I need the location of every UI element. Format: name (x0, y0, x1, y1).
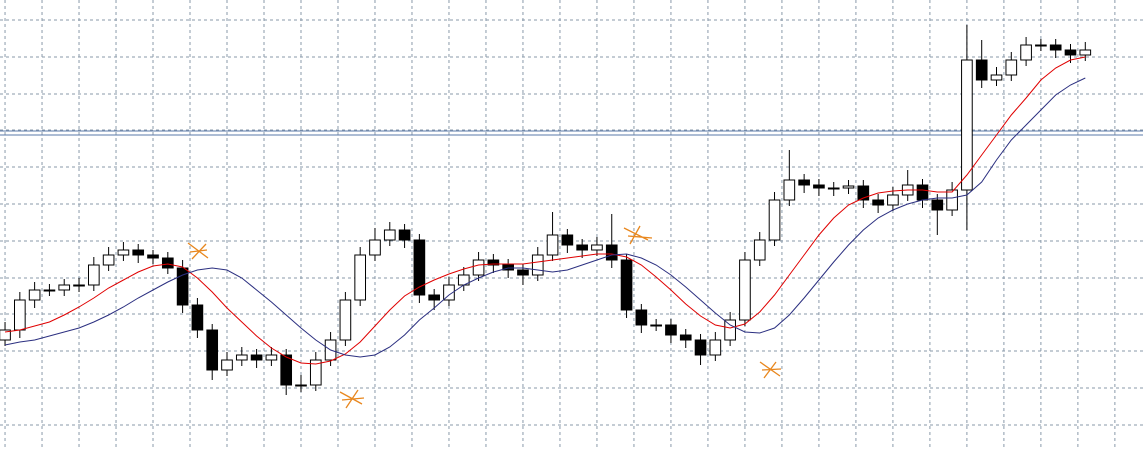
candle-body (827, 187, 840, 190)
candle-body (990, 74, 1003, 81)
candle-body (1064, 49, 1077, 56)
candle-body (28, 289, 41, 301)
candle-body (221, 359, 233, 371)
candle-body (309, 359, 322, 386)
candle-body (43, 289, 56, 292)
candle-body (576, 244, 588, 251)
candle-body (443, 284, 455, 301)
candle-body (724, 319, 736, 341)
candle-body (635, 309, 648, 326)
candle-body (73, 284, 85, 287)
candle-body (117, 249, 130, 256)
candle-body (650, 324, 662, 327)
candle-body (753, 239, 766, 261)
candle-body (783, 179, 796, 201)
candle-body (398, 229, 411, 241)
candle-body (14, 299, 26, 331)
candle-body (132, 249, 145, 256)
candle-body (916, 184, 929, 201)
candle-body (0, 329, 11, 341)
candle-body (857, 185, 870, 201)
candle-body (591, 244, 603, 251)
candle-body (369, 239, 381, 256)
candle-body (265, 354, 278, 361)
candle-body (1079, 49, 1092, 56)
candle-body (428, 294, 441, 301)
candle-body (413, 239, 426, 296)
candle-body (709, 339, 722, 356)
candle-body (531, 254, 544, 276)
candle-body (1020, 44, 1032, 61)
hand-mark (339, 389, 365, 409)
candle-body (798, 179, 810, 186)
candle-body (887, 194, 899, 206)
candle-body (931, 199, 944, 211)
candle-body (768, 199, 781, 241)
candle-body (1049, 44, 1062, 51)
candle-body (739, 259, 751, 321)
candle-body (813, 184, 825, 189)
candle-body (280, 354, 293, 386)
candle-body (250, 354, 263, 361)
candle-body (339, 299, 352, 341)
hand-marks (187, 225, 782, 409)
candle-body (487, 259, 500, 266)
candle-body (517, 269, 529, 276)
moving-average (4, 56, 1086, 365)
candle-body (206, 329, 219, 371)
candle-body (235, 354, 248, 361)
moving-average (4, 77, 1086, 358)
candle-body (694, 339, 707, 356)
candle-body (161, 257, 174, 269)
candle-body (354, 254, 367, 301)
candle-body (665, 324, 677, 336)
candle-body (87, 264, 100, 286)
candle-body (605, 244, 618, 261)
candle-body (679, 334, 692, 341)
candle-body (620, 259, 633, 311)
candle-body (546, 234, 559, 256)
candle-body (102, 254, 115, 266)
hand-mark (187, 242, 209, 260)
candle-body (961, 59, 973, 191)
candle-body (191, 304, 204, 331)
candle-body (147, 254, 159, 259)
candle-body (975, 59, 988, 81)
candle-body (383, 229, 396, 241)
candle-body (58, 284, 71, 291)
candle-body (176, 267, 189, 306)
candle-body (561, 234, 574, 246)
candle-body (472, 259, 485, 276)
candle-body (1035, 44, 1047, 47)
candle-body (946, 189, 958, 211)
hand-mark (759, 361, 782, 379)
candle-body (872, 199, 884, 206)
candle-body (842, 185, 855, 189)
plot (0, 25, 1092, 395)
candle-body (295, 384, 307, 387)
candle-body (1005, 59, 1018, 76)
hand-mark (623, 225, 653, 245)
